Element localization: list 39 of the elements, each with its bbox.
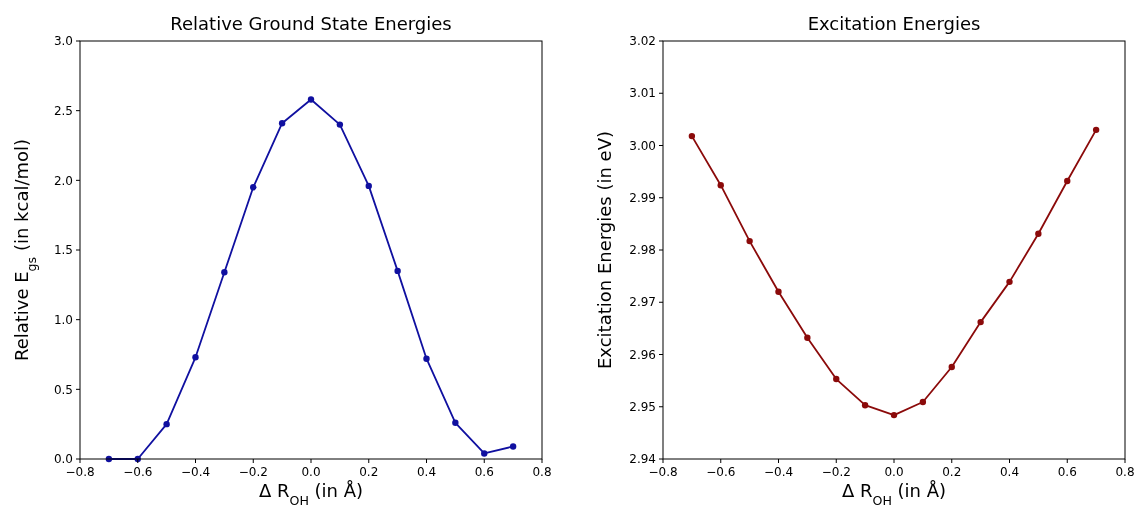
x-tick-label: −0.4: [763, 465, 794, 479]
y-axis-title: Excitation Energies (in eV): [594, 131, 615, 369]
y-tick-label: 0.5: [53, 382, 73, 397]
x-tick-label: −0.2: [821, 465, 851, 479]
chart-title: Relative Ground State Energies: [170, 13, 452, 34]
y-tick-label: 2.5: [53, 103, 73, 118]
x-tick-label: 0.2: [942, 465, 962, 479]
x-tick-label: −0.2: [238, 465, 268, 479]
y-tick-label: 2.95: [629, 399, 656, 414]
y-tick-label: 3.0: [53, 34, 73, 49]
x-tick-label: −0.8: [65, 465, 95, 479]
x-tick-label: −0.8: [648, 465, 678, 479]
y-tick-label: 0.0: [53, 452, 73, 467]
y-tick-label: 2.98: [629, 243, 656, 258]
x-tick-label: 0.0: [301, 465, 321, 479]
y-tick-label: 1.0: [53, 312, 73, 327]
x-tick-label: 0.6: [1057, 465, 1077, 479]
y-tick-label: 3.02: [629, 34, 656, 49]
y-tick-label: 2.94: [629, 452, 656, 467]
y-tick-label: 3.00: [629, 138, 656, 153]
y-tick-label: 2.97: [629, 295, 656, 310]
y-tick-label: 1.5: [53, 243, 73, 258]
y-tick-label: 2.96: [629, 347, 656, 362]
chart-title: Excitation Energies: [807, 13, 981, 34]
x-tick-label: −0.4: [180, 465, 211, 479]
x-tick-label: 0.2: [359, 465, 379, 479]
x-tick-label: 0.8: [532, 465, 552, 479]
x-tick-label: 0.0: [884, 465, 904, 479]
x-tick-label: 0.4: [999, 465, 1020, 479]
x-axis-title: Δ R$_{OH}$ (in Å): [258, 480, 364, 508]
x-tick-label: 0.8: [1115, 465, 1135, 479]
x-tick-label: −0.6: [123, 465, 153, 479]
x-tick-label: 0.4: [416, 465, 437, 479]
x-axis-title: Δ R$_{OH}$ (in Å): [841, 480, 947, 508]
y-tick-label: 3.01: [629, 86, 656, 101]
y-tick-label: 2.0: [53, 173, 73, 188]
y-tick-label: 2.99: [629, 190, 656, 205]
x-tick-label: 0.6: [474, 465, 494, 479]
x-tick-label: −0.6: [706, 465, 736, 479]
